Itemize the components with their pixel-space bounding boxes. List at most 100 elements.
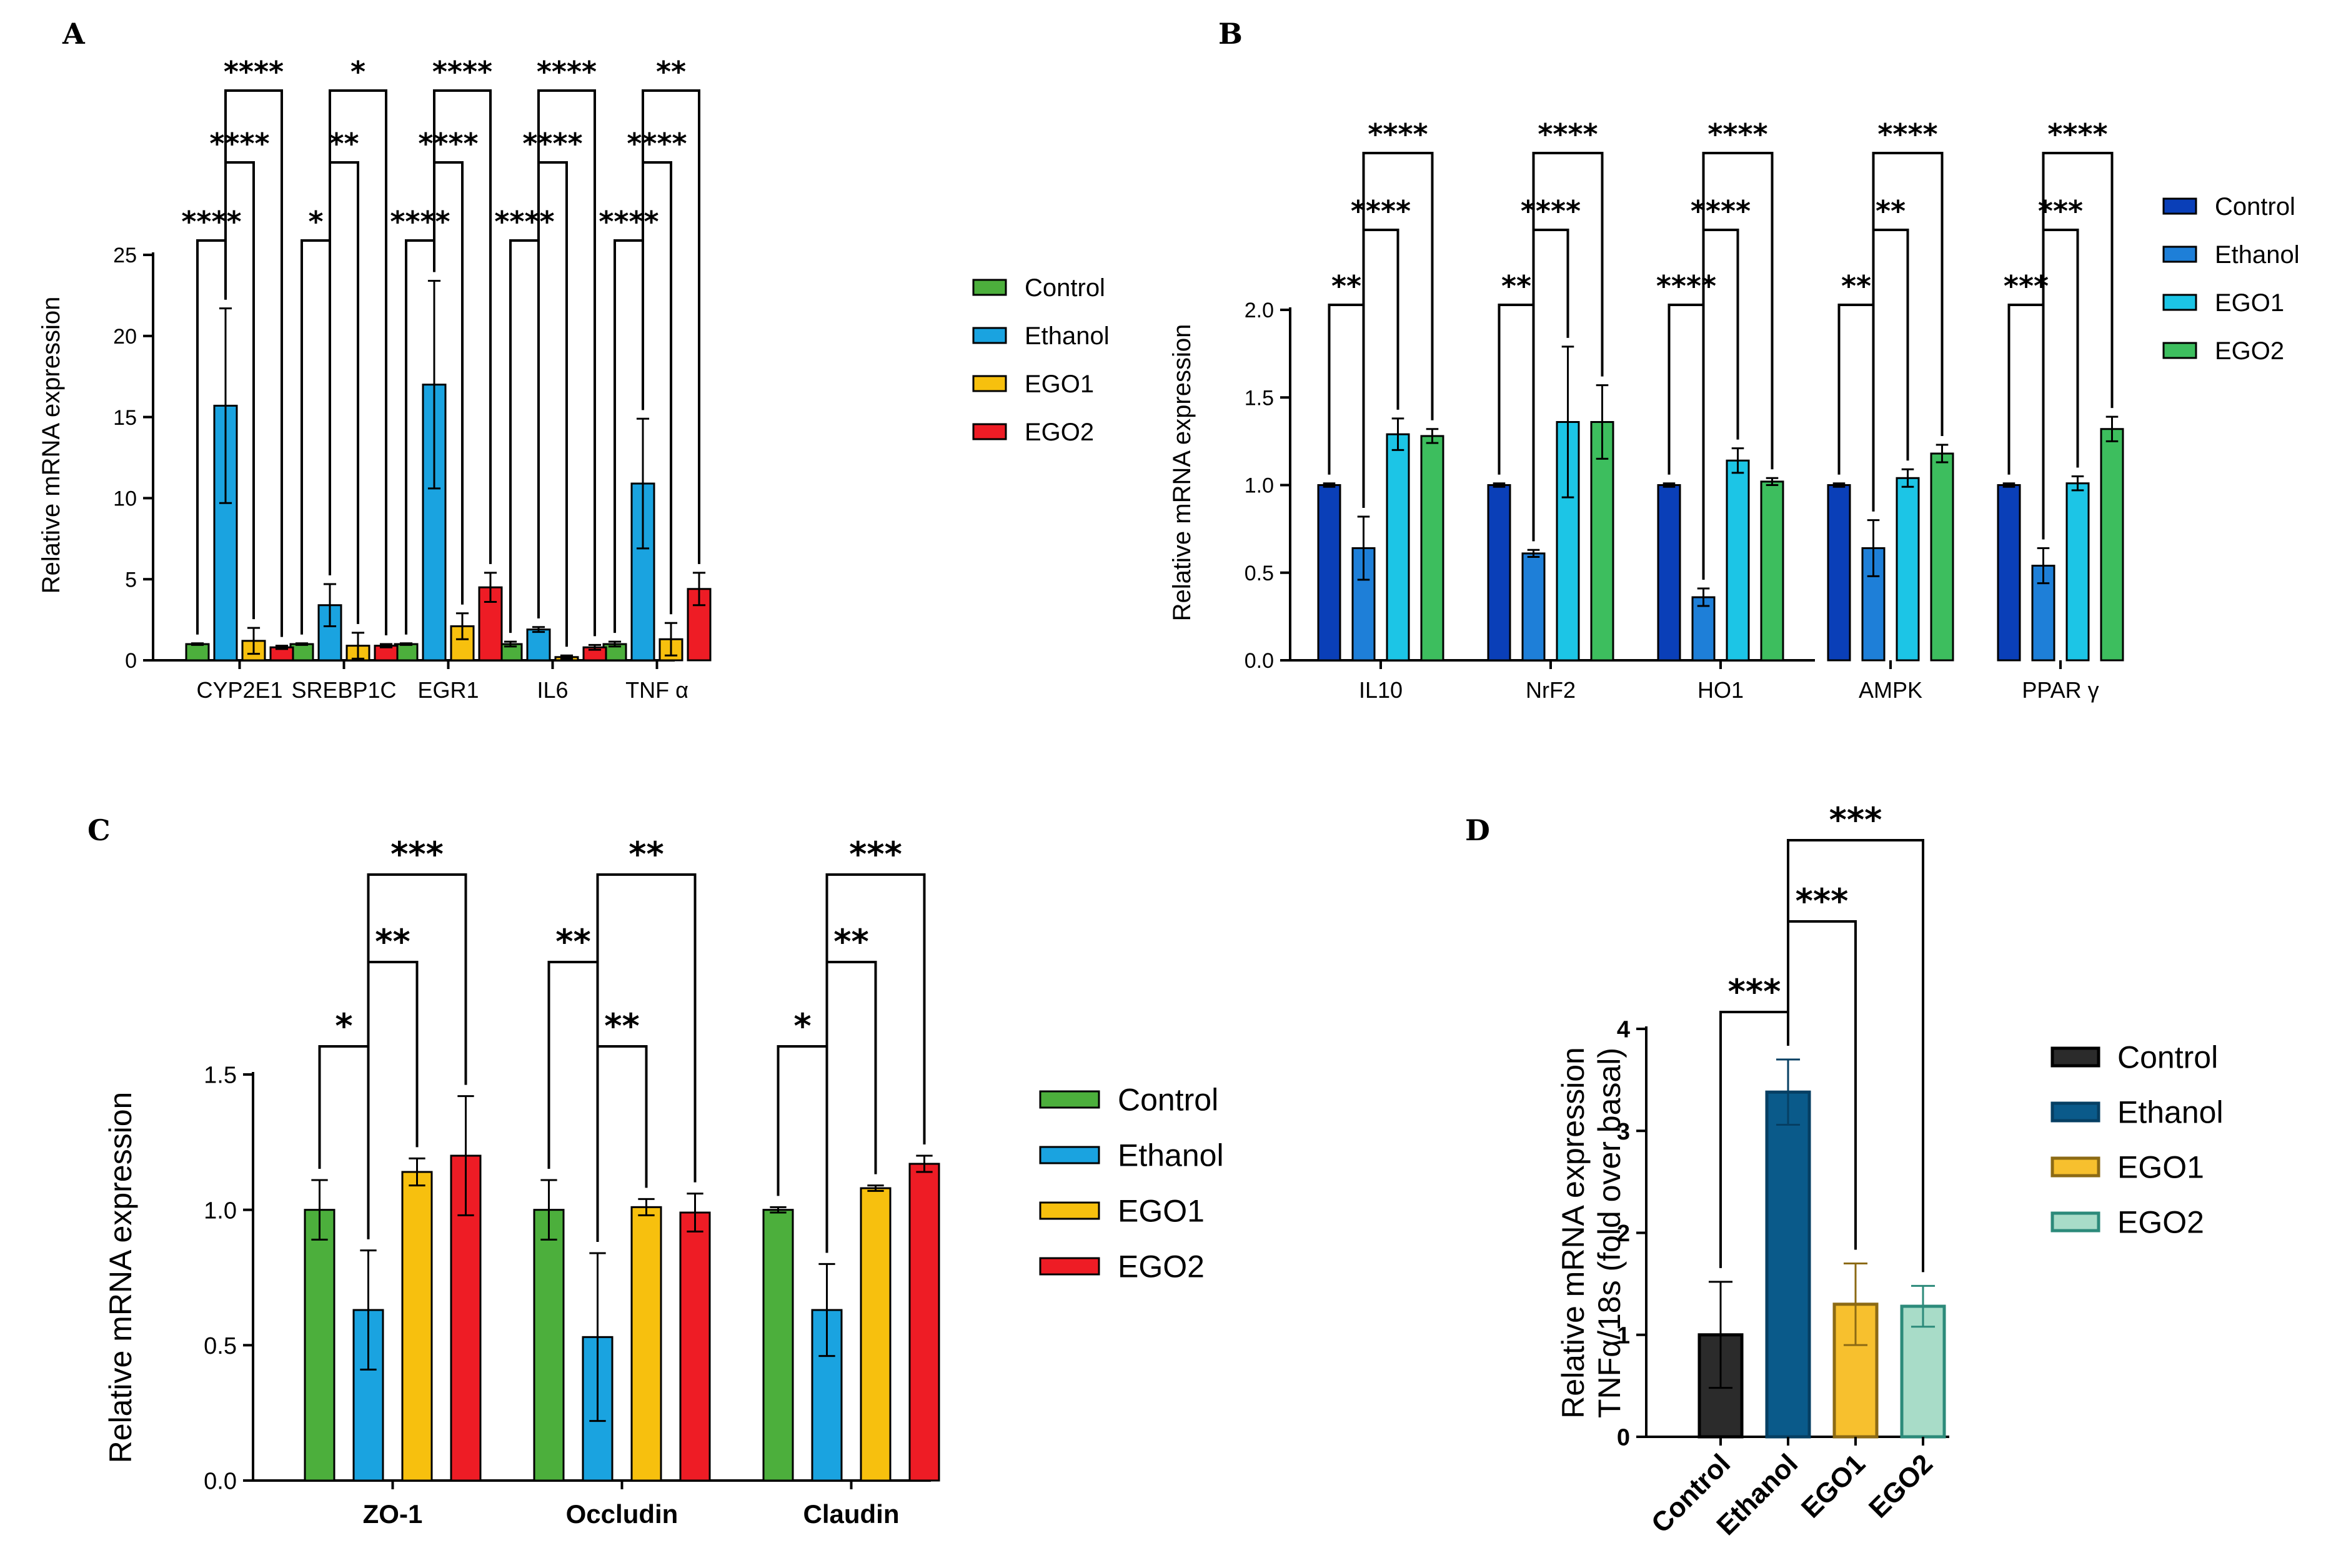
significance-label: * bbox=[308, 205, 323, 239]
bar-ego2-occludin bbox=[679, 1211, 711, 1482]
bar-ego2-nrf2 bbox=[1590, 421, 1614, 662]
y-tick-label: 20 bbox=[113, 325, 137, 349]
x-tick-label: SREBP1C bbox=[291, 677, 396, 703]
significance-label: **** bbox=[390, 205, 450, 239]
bar-ego2-il10 bbox=[1420, 435, 1444, 662]
legend-swatch-ego1 bbox=[1039, 1201, 1100, 1220]
y-tick-label: 1 bbox=[1617, 1322, 1630, 1349]
significance-label: **** bbox=[627, 127, 687, 161]
x-tick-label: Occludin bbox=[566, 1499, 678, 1529]
x-tick-label: EGR1 bbox=[417, 677, 479, 703]
bar-ego1-ampk bbox=[1896, 477, 1920, 662]
x-tick-label: EGO2 bbox=[1863, 1448, 1939, 1524]
legend-swatch-ego1 bbox=[2162, 294, 2197, 311]
legend-label-control: Control bbox=[1118, 1083, 1218, 1118]
legend-label-ego1: EGO1 bbox=[2117, 1150, 2204, 1185]
significance-label: **** bbox=[209, 127, 269, 161]
y-axis-title: TNFα/18s (fold over basal) bbox=[1592, 1048, 1627, 1418]
bar-control-nrf2 bbox=[1487, 484, 1511, 662]
significance-label: ** bbox=[629, 835, 664, 874]
y-axis-title: Relative mRNA expression bbox=[103, 1092, 138, 1464]
significance-bracket bbox=[224, 89, 283, 637]
bar-control-ho1 bbox=[1657, 484, 1681, 662]
bar-ego1-ho1 bbox=[1726, 459, 1750, 662]
bar-ego2-ho1 bbox=[1760, 480, 1784, 662]
legend-swatch-ego2 bbox=[972, 423, 1007, 440]
significance-label: * bbox=[350, 55, 365, 89]
significance-label: *** bbox=[390, 835, 444, 874]
y-tick-label: 1.5 bbox=[1245, 386, 1274, 410]
y-tick-label: 2.0 bbox=[1245, 299, 1274, 322]
significance-label: ** bbox=[329, 127, 359, 161]
legend-swatch-ego2 bbox=[2162, 342, 2197, 359]
significance-bracket bbox=[1837, 304, 1875, 512]
legend-label-ego2: EGO2 bbox=[1025, 419, 1094, 446]
significance-label: **** bbox=[2047, 117, 2107, 151]
bar-ego1-il10 bbox=[1386, 433, 1410, 662]
legend-swatch-ethanol bbox=[2050, 1101, 2100, 1123]
significance-label: **** bbox=[418, 127, 478, 161]
bar-ego1-occludin bbox=[630, 1206, 662, 1482]
significance-label: **** bbox=[522, 127, 582, 161]
bar-ethanol-il6 bbox=[526, 628, 551, 662]
legend-label-control: Control bbox=[2117, 1040, 2218, 1075]
legend-swatch-control bbox=[972, 279, 1007, 296]
legend-swatch-ethanol bbox=[972, 327, 1007, 344]
significance-bracket bbox=[596, 873, 697, 1242]
x-tick-label: NrF2 bbox=[1526, 677, 1576, 703]
y-tick-label: 1.5 bbox=[204, 1063, 237, 1089]
bar-control-ampk bbox=[1827, 484, 1851, 662]
bar-control-cyp2e1 bbox=[185, 643, 210, 662]
y-axis-title: Relative mRNA expression bbox=[37, 297, 65, 594]
panel-letter-b: B bbox=[1218, 17, 1243, 51]
significance-label: ** bbox=[1331, 269, 1361, 303]
significance-label: **** bbox=[1521, 194, 1581, 228]
y-tick-label: 25 bbox=[113, 244, 137, 267]
panel-letter-d: D bbox=[1465, 813, 1490, 847]
legend-swatch-ego1 bbox=[2050, 1156, 2100, 1178]
chart-d: 0 1 2 3 4 Relative mRNA expression TNFα/18s (f… bbox=[1556, 800, 2224, 1541]
bar-ego2-claudin bbox=[908, 1163, 940, 1482]
significance-label: ** bbox=[656, 55, 686, 89]
significance-label: ** bbox=[833, 922, 868, 961]
significance-bracket bbox=[642, 89, 700, 564]
significance-label: **** bbox=[432, 55, 492, 89]
x-tick-label: PPAR γ bbox=[2022, 677, 2099, 703]
y-tick-label: 0.5 bbox=[204, 1333, 237, 1359]
x-tick-label: IL6 bbox=[537, 677, 568, 703]
bar-ethanol-nrf2 bbox=[1521, 552, 1546, 662]
x-tick-label: HO1 bbox=[1697, 677, 1744, 703]
bar-ego2-d bbox=[1900, 1304, 1946, 1439]
significance-bracket bbox=[509, 239, 540, 633]
panel-letter-a: A bbox=[62, 17, 86, 51]
significance-label: **** bbox=[1656, 269, 1716, 303]
significance-label: **** bbox=[599, 205, 659, 239]
y-tick-label: 2 bbox=[1617, 1221, 1630, 1247]
bar-control-zo1 bbox=[304, 1209, 335, 1482]
bar-ethanol-d bbox=[1765, 1090, 1811, 1439]
significance-label: ** bbox=[1876, 194, 1906, 228]
significance-bracket bbox=[1787, 839, 1924, 1273]
y-tick-label: 0.0 bbox=[204, 1469, 237, 1495]
y-tick-label: 0 bbox=[1617, 1425, 1630, 1451]
bar-control-il10 bbox=[1317, 484, 1341, 662]
significance-label: **** bbox=[1877, 117, 1937, 151]
significance-bracket bbox=[1328, 304, 1365, 508]
legend-swatch-ethanol bbox=[1039, 1146, 1100, 1164]
significance-bracket bbox=[547, 961, 599, 1242]
significance-label: **** bbox=[1351, 194, 1411, 228]
significance-bracket bbox=[433, 89, 492, 564]
x-tick-label: EGO1 bbox=[1796, 1448, 1871, 1524]
bar-ego1-claudin bbox=[860, 1187, 892, 1482]
legend-label-ego1: EGO1 bbox=[1025, 370, 1094, 398]
bar-ethanol-cyp2e1 bbox=[213, 404, 238, 662]
significance-label: ** bbox=[1501, 269, 1531, 303]
significance-label: ** bbox=[555, 922, 590, 961]
y-tick-label: 1.0 bbox=[1245, 474, 1274, 498]
bar-control-ppar bbox=[1997, 484, 2021, 662]
significance-bracket bbox=[1872, 152, 1944, 512]
legend-label-ego2: EGO2 bbox=[2215, 337, 2284, 365]
y-tick-label: 3 bbox=[1617, 1119, 1630, 1145]
bar-ego1-ppar bbox=[2065, 482, 2090, 662]
significance-label: *** bbox=[1796, 881, 1849, 921]
